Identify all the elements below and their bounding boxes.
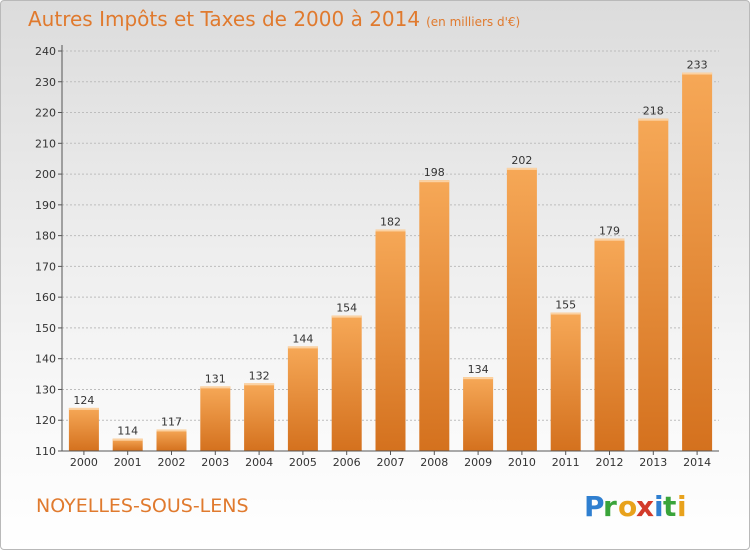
bar — [112, 438, 143, 451]
data-label: 179 — [599, 225, 620, 238]
svg-text:t: t — [663, 490, 676, 523]
bar-top-highlight — [638, 118, 669, 121]
commune-name: NOYELLES-SOUS-LENS — [36, 495, 249, 517]
data-label: 218 — [643, 105, 664, 118]
bar-top-highlight — [287, 346, 318, 349]
y-tick-label: 120 — [35, 414, 56, 427]
bar-top-highlight — [156, 429, 187, 432]
y-tick-label: 180 — [35, 230, 56, 243]
svg-text:P: P — [584, 490, 605, 523]
bar-top-highlight — [68, 407, 99, 410]
x-tick-label: 2007 — [377, 456, 405, 469]
data-label: 134 — [468, 363, 489, 376]
x-tick-label: 2011 — [552, 456, 580, 469]
x-tick-label: 2001 — [114, 456, 142, 469]
bar-top-highlight — [594, 238, 625, 241]
bar-top-highlight — [682, 72, 713, 75]
bar-top-highlight — [112, 438, 143, 441]
bar — [419, 180, 450, 451]
data-label: 233 — [687, 59, 708, 72]
data-label: 154 — [336, 302, 357, 315]
chart-unit-label: (en milliers d'€) — [426, 15, 521, 29]
y-tick-label: 210 — [35, 137, 56, 150]
x-tick-label: 2009 — [464, 456, 492, 469]
svg-text:i: i — [677, 490, 687, 523]
data-label: 117 — [161, 415, 182, 428]
bar-top-highlight — [375, 229, 406, 232]
bar — [156, 429, 187, 451]
y-tick-label: 140 — [35, 353, 56, 366]
svg-text:o: o — [618, 490, 637, 523]
svg-text:x: x — [636, 490, 654, 523]
x-tick-label: 2008 — [420, 456, 448, 469]
bar — [594, 238, 625, 451]
bar-top-highlight — [419, 180, 450, 183]
y-tick-label: 240 — [35, 45, 56, 58]
x-tick-label: 2014 — [683, 456, 711, 469]
bar — [244, 383, 275, 451]
data-label: 182 — [380, 215, 401, 228]
bar — [331, 315, 362, 451]
axes — [58, 45, 719, 455]
bar — [550, 312, 581, 451]
data-label: 202 — [511, 154, 532, 167]
bar-top-highlight — [244, 383, 275, 386]
bar-top-highlight — [506, 167, 537, 170]
y-tick-label: 160 — [35, 291, 56, 304]
bar — [682, 72, 713, 452]
x-tick-label: 2004 — [245, 456, 273, 469]
svg-text:i: i — [654, 490, 664, 523]
x-tick-label: 2013 — [639, 456, 667, 469]
y-tick-label: 170 — [35, 260, 56, 273]
y-tick-label: 220 — [35, 107, 56, 120]
bar — [638, 118, 669, 451]
x-tick-label: 2000 — [70, 456, 98, 469]
svg-text:r: r — [603, 490, 617, 523]
bar — [506, 167, 537, 451]
x-tick-label: 2006 — [333, 456, 361, 469]
data-label: 124 — [73, 394, 94, 407]
bar — [375, 229, 406, 451]
labels: 110 120 130 140 150 160 170 180 190 200 210 220 230 2… — [35, 45, 711, 469]
bar-top-highlight — [331, 315, 362, 318]
y-tick-label: 130 — [35, 383, 56, 396]
data-label: 155 — [555, 299, 576, 312]
bar — [287, 346, 318, 451]
chart-title: Autres Impôts et Taxes de 2000 à 2014 (en… — [28, 7, 520, 31]
data-label: 198 — [424, 166, 445, 179]
x-tick-label: 2005 — [289, 456, 317, 469]
chart-title-text: Autres Impôts et Taxes de 2000 à 2014 — [28, 7, 421, 31]
y-tick-label: 150 — [35, 322, 56, 335]
bar-top-highlight — [463, 377, 494, 380]
x-tick-label: 2010 — [508, 456, 536, 469]
bars — [68, 72, 713, 452]
y-tick-label: 110 — [35, 445, 56, 458]
bar — [463, 377, 494, 451]
bar — [68, 407, 99, 451]
data-label: 131 — [205, 372, 226, 385]
bar — [200, 386, 231, 451]
y-tick-label: 190 — [35, 199, 56, 212]
y-tick-label: 230 — [35, 76, 56, 89]
y-tick-label: 200 — [35, 168, 56, 181]
x-tick-label: 2002 — [158, 456, 186, 469]
x-tick-label: 2012 — [596, 456, 624, 469]
data-label: 132 — [249, 369, 270, 382]
data-label: 114 — [117, 425, 138, 438]
proxiti-logo: P r o x i t i — [584, 490, 687, 523]
data-label: 144 — [292, 332, 313, 345]
x-tick-label: 2003 — [201, 456, 229, 469]
bar-top-highlight — [550, 312, 581, 315]
bar-top-highlight — [200, 386, 231, 389]
